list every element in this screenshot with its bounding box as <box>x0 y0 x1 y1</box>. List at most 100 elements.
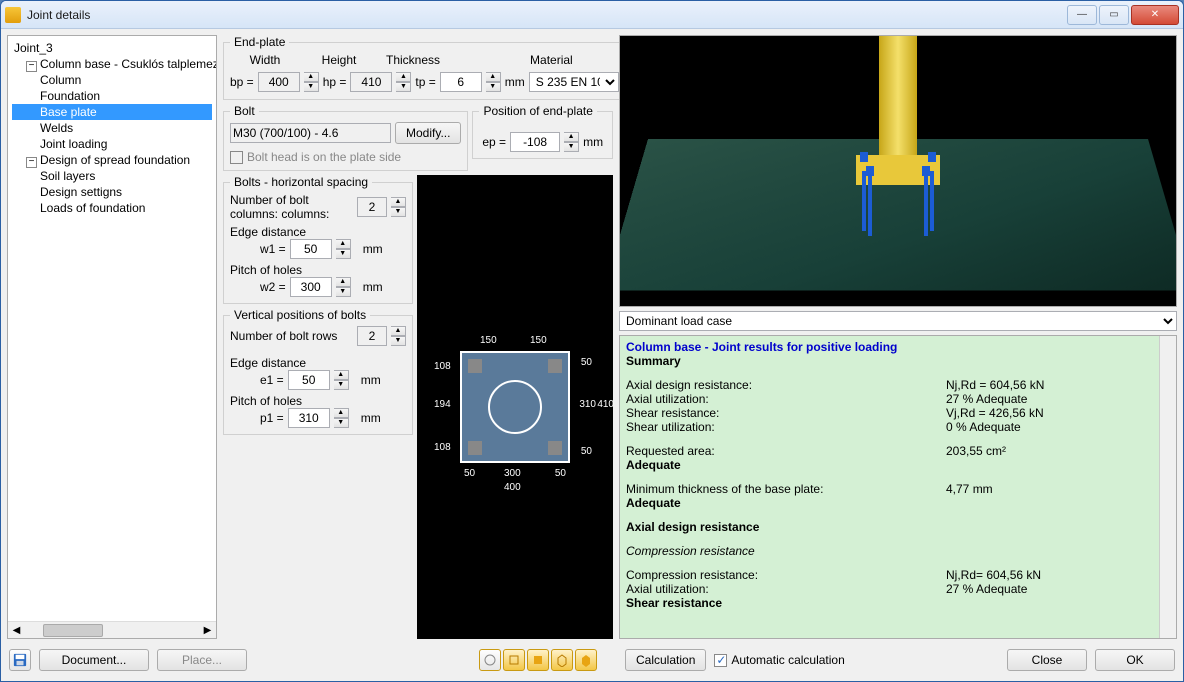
view-iso1-icon[interactable] <box>503 649 525 671</box>
endplate-legend: End-plate <box>230 35 289 49</box>
res-h-sr: Shear resistance <box>626 596 722 610</box>
hdr-width: Width <box>230 53 300 67</box>
tree-node-column[interactable]: Column <box>12 72 212 88</box>
bp-input[interactable] <box>258 72 300 92</box>
hbolts-legend: Bolts - horizontal spacing <box>230 175 372 189</box>
hdr-thickness: Thickness <box>378 53 448 67</box>
maximize-button[interactable]: ▭ <box>1099 5 1129 25</box>
tree-node-loads-foundation[interactable]: Loads of foundation <box>12 200 212 216</box>
e1-input[interactable] <box>288 370 330 390</box>
tree-node-column-base[interactable]: −Column base - Csuklós talplemezes ka <box>12 56 212 72</box>
tp-spin[interactable]: ▲▼ <box>486 72 501 92</box>
bottom-bar: Document... Place... Calculation ✓ Autom… <box>7 645 1177 675</box>
app-icon <box>5 7 21 23</box>
p1-spin[interactable]: ▲▼ <box>334 408 349 428</box>
window-title: Joint details <box>27 8 1065 22</box>
close-button[interactable]: ✕ <box>1131 5 1179 25</box>
dim-top1: 150 <box>480 335 497 346</box>
save-button[interactable] <box>9 649 31 671</box>
dim-l3: 108 <box>434 442 451 453</box>
nrow-input[interactable] <box>357 326 387 346</box>
dim-r1: 50 <box>581 357 592 368</box>
expander-icon[interactable]: − <box>26 61 37 72</box>
ncol-spin[interactable]: ▲▼ <box>391 197 406 217</box>
results-scrollbar[interactable] <box>1159 336 1176 638</box>
hp-input[interactable] <box>350 72 392 92</box>
tree-node-soil-layers[interactable]: Soil layers <box>12 168 212 184</box>
res-su-v: 0 % Adequate <box>946 420 1021 434</box>
dim-rt: 410 <box>597 399 614 410</box>
view-iso3-icon[interactable] <box>551 649 573 671</box>
w2-input[interactable] <box>290 277 332 297</box>
bp-spin[interactable]: ▲▼ <box>304 72 319 92</box>
res-h-adr: Axial design resistance <box>626 520 759 534</box>
nrow-spin[interactable]: ▲▼ <box>391 326 406 346</box>
view-iso2-icon[interactable] <box>527 649 549 671</box>
minimize-button[interactable]: — <box>1067 5 1097 25</box>
dim-b2: 300 <box>504 468 521 479</box>
hbolts-group: Bolts - horizontal spacing Number of bol… <box>223 175 413 304</box>
auto-calc-checkbox[interactable]: ✓ Automatic calculation <box>714 653 844 667</box>
res-au2-v: 27 % Adequate <box>946 582 1027 596</box>
w1-input[interactable] <box>290 239 332 259</box>
w1-label: w1 = <box>260 242 286 256</box>
pitch-v-label: Pitch of holes <box>230 394 406 408</box>
nrow-label: Number of bolt rows <box>230 329 353 343</box>
dim-l1: 108 <box>434 361 451 372</box>
results-summary: Summary <box>626 354 681 368</box>
loadcase-select[interactable]: Dominant load case <box>619 311 1177 331</box>
view-iso4-icon[interactable] <box>575 649 597 671</box>
res-adr-k: Axial design resistance: <box>626 378 946 392</box>
titlebar: Joint details — ▭ ✕ <box>1 1 1183 29</box>
plate-diagram: 150 150 50 310 50 410 108 194 108 50 300… <box>417 175 613 639</box>
p1-label: p1 = <box>260 411 284 425</box>
bolt-legend: Bolt <box>230 104 259 118</box>
view-wireframe-icon[interactable] <box>479 649 501 671</box>
tree-node-spread-foundation[interactable]: −Design of spread foundation <box>12 152 212 168</box>
place-button[interactable]: Place... <box>157 649 247 671</box>
calculation-button[interactable]: Calculation <box>625 649 706 671</box>
dim-bt: 400 <box>504 482 521 493</box>
p1-unit: mm <box>361 411 381 425</box>
endplate-group: End-plate Width Height Thickness Materia… <box>223 35 658 100</box>
vbolts-legend: Vertical positions of bolts <box>230 308 370 322</box>
tree-node-foundation[interactable]: Foundation <box>12 88 212 104</box>
w2-spin[interactable]: ▲▼ <box>336 277 351 297</box>
res-adeq2: Adequate <box>626 496 681 510</box>
ep-spin[interactable]: ▲▼ <box>564 132 579 152</box>
vbolts-group: Vertical positions of bolts Number of bo… <box>223 308 413 435</box>
e1-spin[interactable]: ▲▼ <box>334 370 349 390</box>
dim-top2: 150 <box>530 335 547 346</box>
pos-legend: Position of end-plate <box>479 104 596 118</box>
ncol-label: Number of bolt columns: columns: <box>230 193 353 221</box>
bolt-group: Bolt Modify... Bolt head is on the plate… <box>223 104 468 171</box>
tree-node-design-settings[interactable]: Design settigns <box>12 184 212 200</box>
tree-node-joint-loading[interactable]: Joint loading <box>12 136 212 152</box>
res-mt-k: Minimum thickness of the base plate: <box>626 482 946 496</box>
p1-input[interactable] <box>288 408 330 428</box>
view-3d[interactable] <box>619 35 1177 307</box>
results-title: Column base - Joint results for positive… <box>626 340 1170 354</box>
tree-hscroll[interactable]: ◀▶ <box>8 621 216 638</box>
bp-label: bp = <box>230 75 254 89</box>
ep-input[interactable] <box>510 132 560 152</box>
material-select[interactable]: S 235 EN 100 <box>529 72 619 92</box>
w1-spin[interactable]: ▲▼ <box>336 239 351 259</box>
bolt-head-side-checkbox: Bolt head is on the plate side <box>230 150 461 164</box>
tree-node-base-plate[interactable]: Base plate <box>12 104 212 120</box>
expander-icon[interactable]: − <box>26 157 37 168</box>
ok-button[interactable]: OK <box>1095 649 1175 671</box>
tree-root[interactable]: Joint_3 <box>12 40 212 56</box>
document-button[interactable]: Document... <box>39 649 149 671</box>
hp-spin[interactable]: ▲▼ <box>396 72 411 92</box>
tree-node-welds[interactable]: Welds <box>12 120 212 136</box>
e1-label: e1 = <box>260 373 284 387</box>
w1-unit: mm <box>363 242 383 256</box>
close-dialog-button[interactable]: Close <box>1007 649 1087 671</box>
res-sr-k: Shear resistance: <box>626 406 946 420</box>
tp-input[interactable] <box>440 72 482 92</box>
bolt-modify-button[interactable]: Modify... <box>395 122 461 144</box>
res-mt-v: 4,77 mm <box>946 482 993 496</box>
hp-label: hp = <box>323 75 347 89</box>
ncol-input[interactable] <box>357 197 387 217</box>
